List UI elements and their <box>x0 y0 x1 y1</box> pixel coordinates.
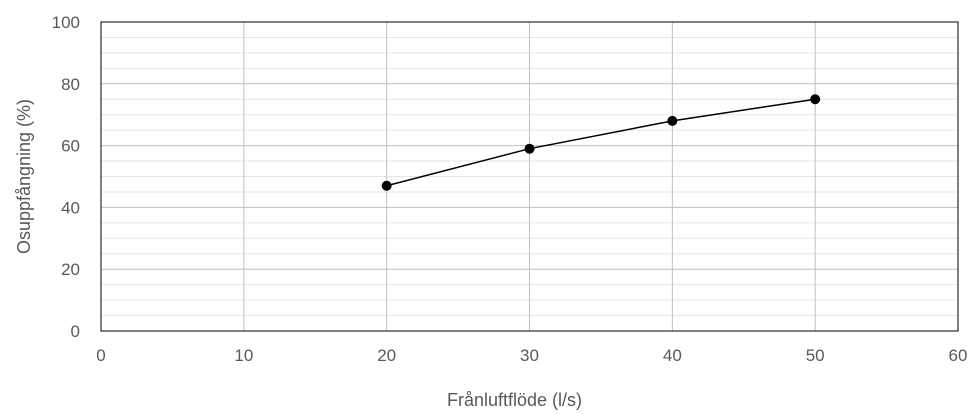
y-tick-label: 40 <box>61 198 80 217</box>
data-point <box>524 143 535 154</box>
x-tick-label: 0 <box>96 346 105 365</box>
y-tick-label: 0 <box>71 322 80 341</box>
y-axis-title: Osuppfångning (%) <box>14 99 34 254</box>
grid <box>100 21 959 332</box>
x-tick-label: 20 <box>377 346 396 365</box>
x-tick-label: 10 <box>234 346 253 365</box>
y-tick-label: 100 <box>52 13 80 32</box>
data-point <box>381 180 392 191</box>
series-line <box>386 98 816 187</box>
y-tick-labels: 0 20 40 60 80 100 <box>52 13 80 341</box>
y-tick-label: 80 <box>61 75 80 94</box>
plot-frame <box>100 21 959 332</box>
y-tick-label: 60 <box>61 137 80 156</box>
series-points <box>381 94 821 191</box>
x-tick-label: 50 <box>806 346 825 365</box>
data-point <box>667 115 678 126</box>
series-lines <box>386 98 816 187</box>
x-tick-labels: 0 10 20 30 40 50 60 <box>96 346 967 365</box>
data-point <box>810 94 821 105</box>
x-axis-title: Frånluftflöde (l/s) <box>447 390 582 410</box>
x-tick-label: 40 <box>663 346 682 365</box>
x-tick-label: 60 <box>949 346 968 365</box>
x-tick-label: 30 <box>520 346 539 365</box>
y-tick-label: 20 <box>61 260 80 279</box>
